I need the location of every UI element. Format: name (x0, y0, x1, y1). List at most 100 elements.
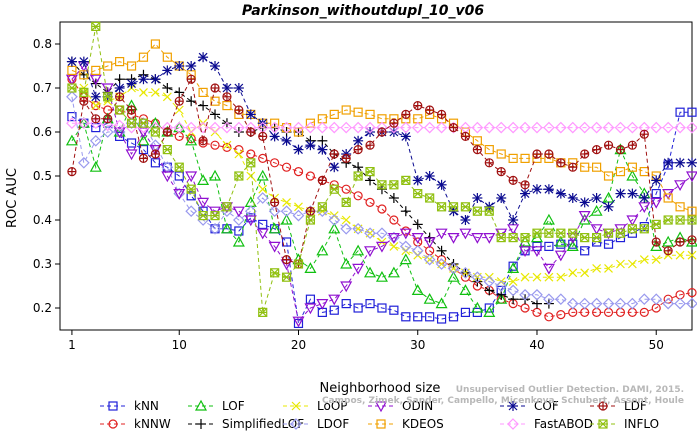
legend-entry-knn: kNN (100, 399, 159, 413)
point-simplifiedlof (388, 193, 399, 203)
point-ldof (554, 293, 567, 306)
point-fastabod (113, 119, 126, 132)
point-inflo (401, 175, 411, 185)
point-lof (340, 257, 353, 269)
legend-label-knnw: kNNW (134, 417, 171, 431)
point-ldof (543, 293, 555, 306)
point-ldf (377, 127, 387, 137)
point-knn (341, 299, 351, 309)
point-ldf (448, 122, 459, 133)
point-lof (316, 244, 329, 256)
point-cof (138, 74, 149, 85)
point-kdeos (639, 167, 649, 177)
point-fastabod (316, 121, 329, 134)
point-ldof (268, 205, 281, 218)
point-lof (602, 191, 615, 203)
point-knn (436, 314, 447, 324)
point-cof (353, 135, 364, 146)
point-loop (651, 255, 661, 265)
point-fastabod (674, 121, 686, 134)
series-line-cof (71, 56, 692, 222)
point-knn (126, 138, 137, 148)
point-loop (568, 268, 578, 278)
point-ldof (650, 293, 663, 306)
point-cof (305, 140, 316, 151)
point-kdeos (79, 70, 89, 80)
point-fastabod (543, 121, 555, 134)
point-inflo (174, 162, 184, 172)
point-ldf (484, 158, 494, 168)
point-loop (604, 263, 613, 273)
point-simplifiedlof (353, 162, 364, 173)
legend-entry-simplifiedlof: SimplifiedLOF (188, 417, 304, 431)
y-tick-label: 0.6 (33, 125, 52, 139)
point-lof (542, 213, 555, 225)
point-fastabod (221, 121, 233, 134)
point-odin (173, 189, 186, 200)
point-odin (125, 149, 138, 161)
point-odin (113, 127, 126, 139)
point-lof (447, 270, 460, 282)
point-knnw (246, 149, 256, 159)
point-fastabod (626, 121, 639, 134)
series-simplifiedlof (66, 56, 554, 309)
point-ldf (556, 158, 566, 168)
point-loop (222, 140, 232, 150)
legend-marker-odin (374, 401, 388, 413)
point-inflo (198, 211, 208, 221)
point-cof (675, 157, 686, 168)
point-inflo (103, 92, 113, 102)
legend: kNN kNNW LOF SimplifiedLOF LoOP LDOF ODIN KDEOS… (100, 399, 659, 431)
point-kdeos (150, 39, 160, 49)
point-cof (126, 78, 137, 89)
x-tick-label: 10 (172, 338, 187, 352)
point-knn (281, 237, 292, 247)
point-simplifiedlof (400, 206, 411, 217)
point-ldf (603, 140, 614, 150)
point-cof (543, 184, 554, 195)
point-fastabod (340, 121, 353, 134)
point-ldof (364, 227, 376, 240)
point-ldf (460, 131, 471, 141)
series-line-knn (71, 111, 692, 326)
point-knn (67, 111, 77, 122)
point-kdeos (329, 109, 339, 120)
point-loop (508, 277, 518, 287)
point-ldf (425, 105, 435, 115)
point-ldf (663, 246, 673, 256)
legend-marker-knnw (108, 419, 118, 429)
point-ldf (79, 96, 89, 106)
y-tick-label: 0.3 (33, 257, 52, 271)
point-kdeos (198, 87, 208, 98)
point-kdeos (603, 171, 614, 181)
point-inflo (91, 21, 101, 31)
point-lof (220, 222, 233, 234)
point-ldf (126, 105, 137, 115)
point-ldof (89, 134, 102, 147)
point-lof (304, 262, 317, 273)
point-inflo (389, 180, 399, 190)
point-knn (460, 307, 471, 317)
watermark-line-1: Unsupervised Outlier Detection. DAMI, 20… (456, 385, 684, 395)
x-tick-label: 40 (529, 338, 544, 352)
point-inflo (329, 184, 339, 194)
point-lof (268, 222, 281, 234)
point-cof (412, 175, 423, 186)
legend-marker-cof (508, 401, 518, 411)
point-ldf (413, 100, 423, 111)
point-cof (210, 61, 221, 71)
point-odin (542, 263, 555, 275)
point-ldf (580, 149, 590, 159)
y-tick-label: 0.5 (33, 169, 52, 183)
point-cof (245, 109, 256, 120)
legend-entry-lof: LOF (188, 399, 245, 413)
point-ldof (101, 126, 114, 138)
point-ldof (280, 205, 293, 218)
point-ldof (376, 227, 388, 240)
point-loop (616, 259, 625, 269)
axis-ticks: 1 10 20 30 40 50 0.2 0.3 0.4 0.5 0.6 0.7 0.8 (33, 37, 664, 352)
point-lof (375, 270, 388, 282)
point-knnw (258, 153, 268, 163)
y-axis-label: ROC AUC (5, 168, 20, 228)
point-odin (435, 228, 448, 240)
